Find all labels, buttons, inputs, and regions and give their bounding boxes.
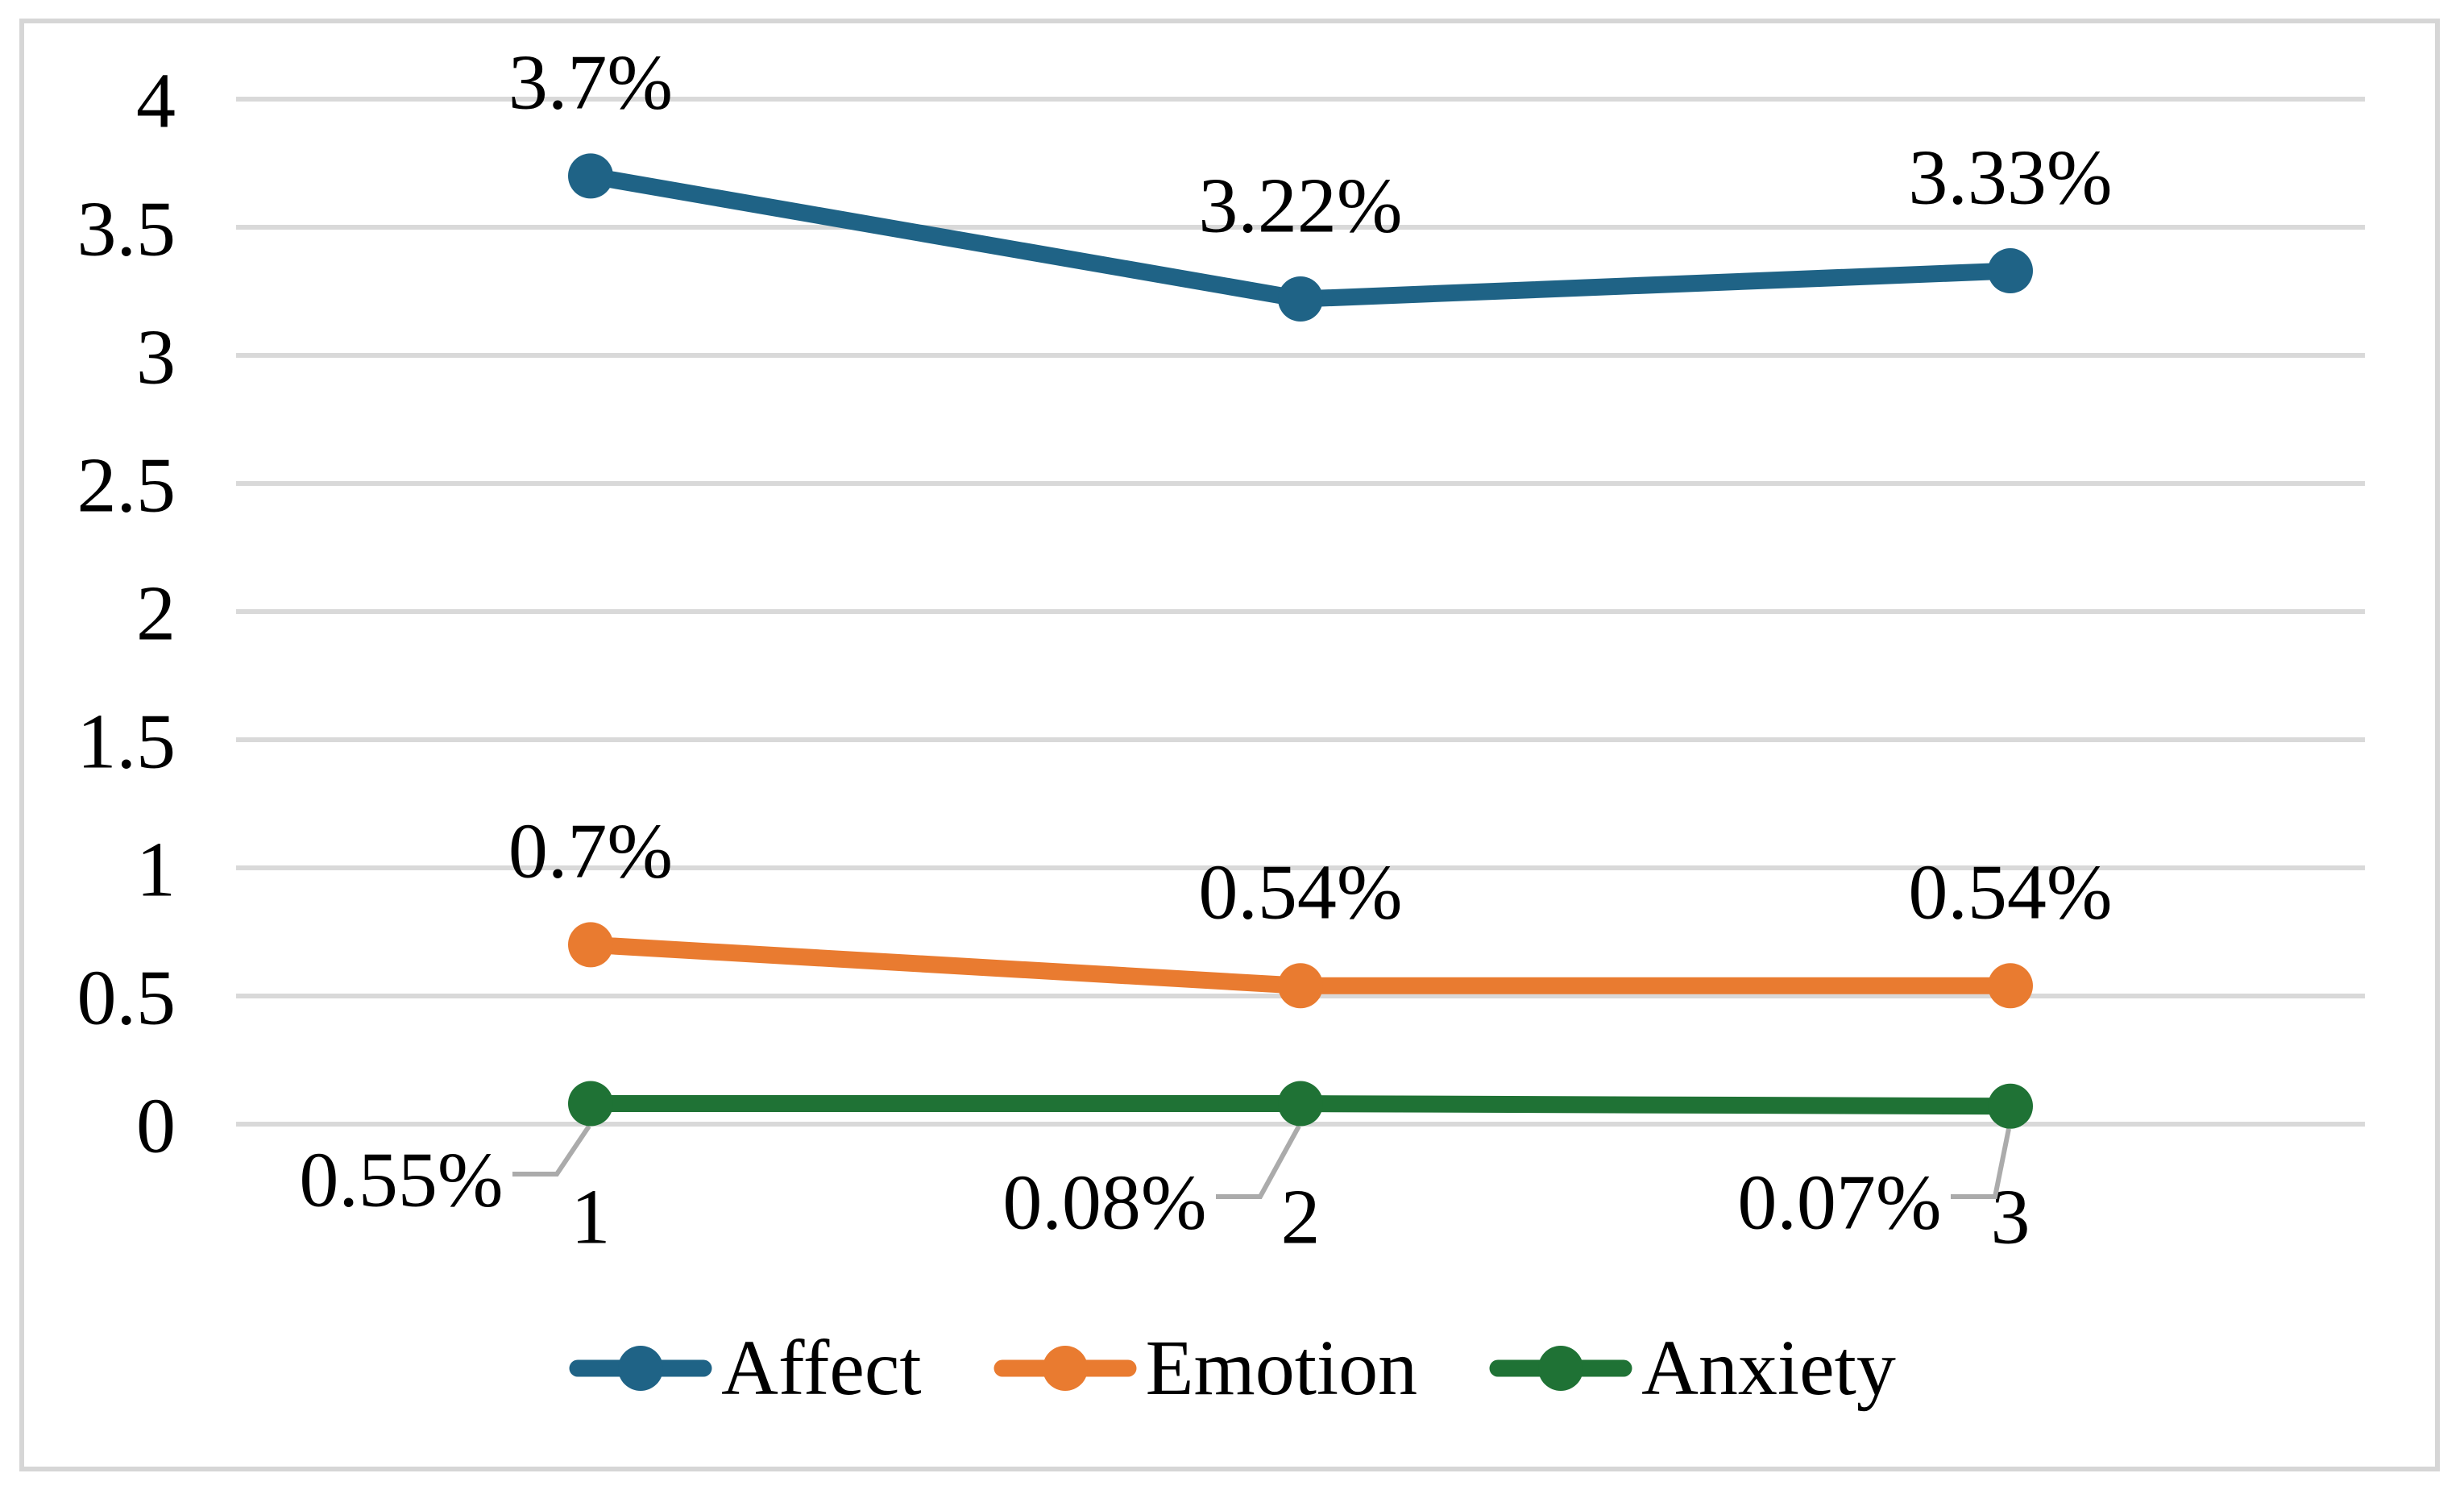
- legend-marker-emotion: [993, 1346, 1137, 1391]
- data-label-affect: 3.22%: [1198, 162, 1402, 249]
- data-label-anxiety: 0.55%: [299, 1136, 503, 1223]
- y-axis-label: 0: [136, 1082, 176, 1169]
- y-axis-label: 1.5: [77, 698, 176, 785]
- data-point-emotion: [1278, 963, 1323, 1009]
- data-point-anxiety: [568, 1081, 613, 1127]
- y-axis-label: 3: [136, 313, 176, 400]
- chart-legend: Affect Emotion Anxiety: [0, 1323, 2464, 1413]
- data-label-anxiety: 0.07%: [1737, 1159, 1941, 1246]
- legend-label-affect: Affect: [721, 1325, 922, 1412]
- data-point-affect: [1988, 248, 2033, 294]
- data-label-emotion: 0.7%: [508, 808, 673, 895]
- legend-item-emotion: Emotion: [993, 1323, 1418, 1413]
- legend-item-anxiety: Anxiety: [1488, 1323, 1896, 1413]
- data-label-emotion: 0.54%: [1198, 849, 1402, 936]
- data-label-emotion: 0.54%: [1908, 849, 2112, 936]
- data-point-anxiety: [1988, 1083, 2033, 1129]
- legend-marker-affect: [569, 1346, 712, 1391]
- y-axis-label: 2.5: [77, 442, 176, 529]
- y-axis-label: 2: [136, 570, 176, 657]
- x-axis-label: 1: [571, 1173, 611, 1260]
- x-axis-label: 2: [1281, 1173, 1321, 1260]
- chart-border: [19, 19, 2440, 1471]
- y-axis-label: 3.5: [77, 185, 176, 272]
- data-point-anxiety: [1278, 1081, 1323, 1127]
- legend-marker-anxiety: [1489, 1346, 1632, 1391]
- legend-label-emotion: Emotion: [1145, 1325, 1418, 1412]
- legend-item-affect: Affect: [568, 1323, 922, 1413]
- legend-label-anxiety: Anxiety: [1641, 1325, 1896, 1412]
- data-point-emotion: [1988, 963, 2033, 1009]
- data-point-affect: [568, 153, 613, 199]
- data-label-leader-line: [1951, 1128, 2011, 1199]
- data-label-affect: 3.33%: [1908, 134, 2112, 221]
- y-axis-label: 0.5: [77, 954, 176, 1041]
- data-label-affect: 3.7%: [508, 39, 673, 127]
- data-label-leader-line: [1216, 1125, 1301, 1199]
- data-label-anxiety: 0.08%: [1002, 1159, 1206, 1246]
- y-axis-label: 1: [136, 826, 176, 913]
- y-axis-label: 4: [136, 57, 176, 144]
- data-point-emotion: [568, 922, 613, 968]
- data-label-leader-line: [512, 1124, 591, 1177]
- data-point-affect: [1278, 276, 1323, 322]
